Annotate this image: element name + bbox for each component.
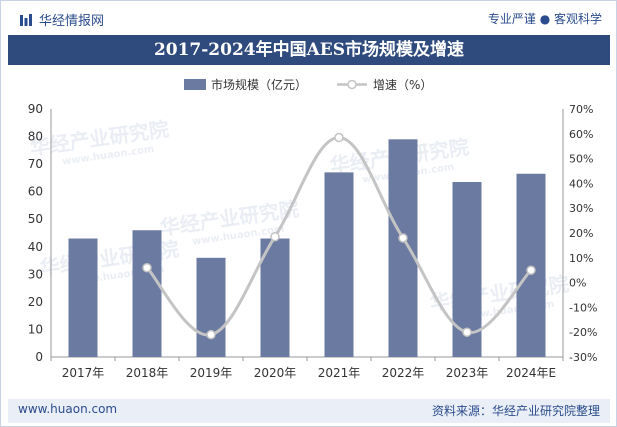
footer-source: 资料来源：华经产业研究院整理 [431,404,600,418]
growth-point [526,265,536,275]
x-tick-label: 2021年 [318,366,361,380]
growth-point [398,233,408,243]
y2-tick-label: 0% [569,277,586,290]
top-bar: 华经情报网 专业严谨 ● 客观科学 [1,1,617,35]
legend: 市场规模（亿元） 增速（%） [184,77,432,92]
legend-bar-label: 市场规模（亿元） [211,77,307,92]
tagline: 专业严谨 ● 客观科学 [487,12,602,26]
y2-tick-label: 30% [569,202,593,215]
y2-tick-label: 40% [569,177,593,190]
growth-point [206,329,216,340]
bar [324,172,354,357]
brand-logo-icon [20,13,32,26]
x-tick-label: 2018年 [126,366,169,380]
x-tick-label: 2020年 [254,366,297,380]
y-tick-label: 70 [28,157,43,171]
y2-tick-label: 10% [569,252,593,265]
x-tick-label: 2022年 [382,366,425,380]
y2-tick-label: 50% [569,153,593,166]
x-tick-label: 2023年 [446,366,489,380]
growth-point [462,327,472,337]
y-tick-label: 30 [28,267,43,281]
footer-website[interactable]: www.huaon.com [18,402,118,416]
chart-title: 2017-2024年中国AES市场规模及增速 [8,35,610,65]
legend-bar-swatch [184,79,206,90]
y-tick-label: 10 [28,322,43,336]
y-tick-label: 80 [28,130,43,144]
legend-line-marker [347,79,357,90]
chart-svg: 华经产业研究院www.huaon.com华经产业研究院www.huaon.com… [28,77,598,380]
x-tick-label: 2024年E [506,366,556,380]
y2-tick-label: -10% [569,301,597,314]
x-labels: 2017年 2018年 2019年 2020年 2021年 2022年 2023年 2024年… [62,366,556,380]
x-tick-label: 2019年 [190,366,233,380]
y-tick-label: 50 [28,212,43,226]
y-tick-label: 90 [28,102,43,116]
axes: 0 10 20 30 40 50 60 70 80 90 -30% -20% -10% 0% 10% 20% 3… [28,102,598,364]
y-tick-label: 0 [35,350,43,364]
bar [68,238,98,357]
bar [132,230,162,357]
y2-tick-label: 20% [569,227,593,240]
bar [260,238,290,357]
y-tick-label: 20 [28,295,43,309]
bar [388,139,418,357]
y2-tick-label: 70% [569,103,593,116]
brand[interactable]: 华经情报网 [19,10,104,29]
bar [196,257,226,357]
y2-tick-label: -20% [569,326,597,339]
x-tick-label: 2017年 [62,366,105,380]
bar [516,173,546,357]
y2-tick-label: 60% [569,128,593,141]
growth-point [142,262,152,273]
y-tick-label: 40 [28,240,43,254]
legend-line-label: 增速（%） [373,78,432,92]
growth-point [334,132,344,143]
watermarks: 华经产业研究院www.huaon.com华经产业研究院www.huaon.com… [28,117,570,323]
footer: www.huaon.com 资料来源：华经产业研究院整理 [8,399,610,423]
y-tick-label: 60 [28,185,43,199]
chart-area: 华经产业研究院 www.huaon.com 华经产业研究院 www.huaon.com… [1,65,617,395]
growth-point [270,231,280,242]
brand-name: 华经情报网 [39,14,105,29]
y2-tick-label: -30% [569,351,597,364]
growth-line [142,132,536,340]
